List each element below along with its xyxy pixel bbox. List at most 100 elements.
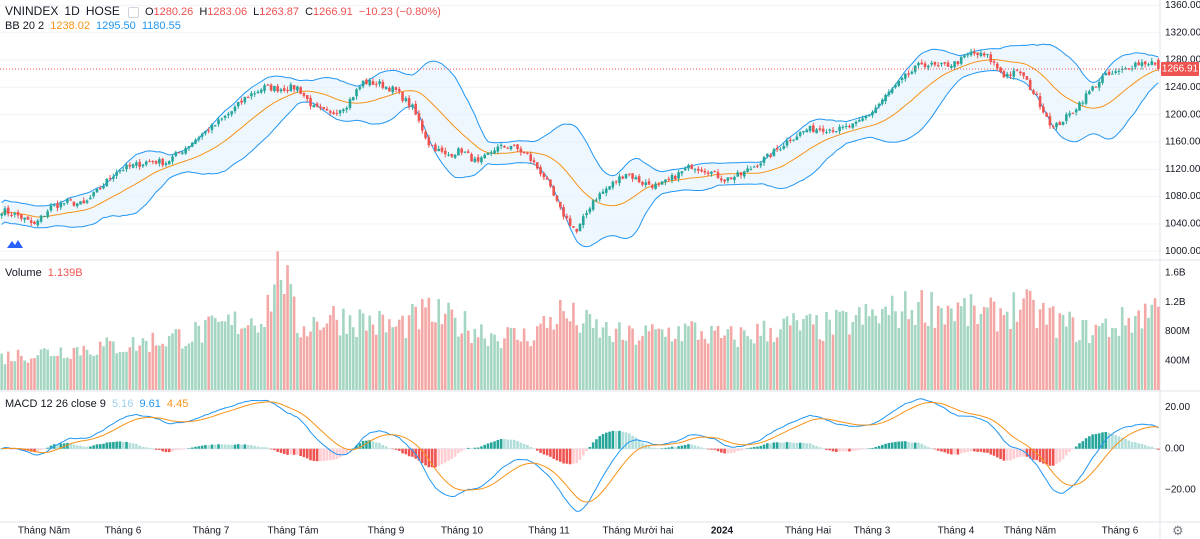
macd-histogram-bar (1114, 435, 1117, 449)
macd-histogram-bar (739, 448, 743, 451)
candle-body (1045, 113, 1048, 117)
time-tick-label: Tháng 11 (528, 526, 570, 537)
candle-body (26, 216, 30, 220)
volume-bar (844, 311, 848, 390)
candle-body (125, 164, 128, 170)
candle-body (319, 106, 322, 108)
bb-legend[interactable]: BB 20 2 1238.02 1295.50 1180.55 (5, 19, 184, 33)
candle-body (766, 153, 769, 157)
candle-body (710, 171, 713, 174)
macd-tick-label: −20.00 (1165, 485, 1196, 496)
macd-histogram-bar (72, 444, 76, 449)
candle-body (312, 104, 316, 108)
candle-body (927, 65, 930, 68)
volume-bar (927, 325, 930, 390)
candle-body (388, 87, 391, 92)
candle-body (555, 195, 559, 201)
volume-bar (992, 301, 996, 390)
symbol-name[interactable]: VNINDEX (5, 4, 59, 18)
candle-body (374, 83, 378, 85)
macd-histogram-bar (115, 441, 118, 449)
candle-body (59, 202, 63, 208)
volume-bar (6, 351, 10, 390)
candle-body (614, 181, 618, 183)
low-label: L (253, 6, 260, 18)
volume-bar (69, 358, 72, 390)
volume-tick-label: 1.6B (1165, 268, 1186, 279)
volume-bar (1012, 292, 1016, 390)
candle-body (204, 131, 207, 134)
bollinger-band (1, 43, 1159, 248)
candle-body (223, 115, 227, 118)
macd-histogram-bar (1042, 448, 1045, 464)
candle-body (1055, 122, 1058, 128)
macd-signal-line (1, 401, 1159, 503)
candle-body (13, 213, 17, 215)
macd-legend[interactable]: MACD 12 26 close 9 5.16 9.61 4.45 (5, 397, 191, 411)
volume-bar (726, 329, 730, 390)
volume-bar (75, 347, 79, 390)
macd-histogram-bar (841, 448, 845, 452)
macd-histogram-bar (358, 443, 362, 449)
volume-bar (687, 326, 690, 390)
volume-bar (197, 325, 201, 390)
tradingview-logo-icon[interactable] (6, 236, 24, 248)
macd-histogram-bar (315, 448, 319, 462)
settings-gear-icon[interactable]: ⚙ (1172, 523, 1184, 538)
macd-histogram-bar (1074, 446, 1078, 449)
candle-body (417, 113, 421, 121)
candle-body (756, 165, 759, 167)
volume-bar (66, 357, 69, 390)
volume-bar (864, 303, 868, 390)
volume-bar (194, 322, 197, 390)
macd-histogram-bar (95, 444, 99, 449)
candle-body (1015, 69, 1019, 71)
volume-bar (887, 315, 891, 390)
macd-histogram-bar (401, 448, 404, 454)
candle-body (184, 148, 187, 154)
volume-bar (644, 325, 648, 390)
volume-bar (246, 325, 250, 390)
candle-body (700, 169, 703, 172)
price-tick-label: 1000.00 (1165, 246, 1200, 257)
volume-bar (716, 326, 720, 390)
macd-histogram-bar (118, 441, 122, 449)
candle-body (963, 55, 966, 58)
volume-bar (1081, 320, 1085, 390)
volume-bar (102, 346, 105, 390)
candle-body (3, 208, 7, 215)
interval-label[interactable]: 1D (64, 4, 80, 18)
candle-body (243, 97, 247, 103)
macd-histogram-bar (56, 444, 59, 449)
macd-histogram-bar (338, 448, 342, 458)
volume-bar (539, 323, 542, 390)
volume-bar (986, 307, 989, 390)
macd-histogram-bar (1130, 441, 1134, 449)
volume-bar (808, 313, 812, 390)
volume-bar (713, 330, 717, 390)
candle-body (808, 126, 812, 132)
candle-body (828, 129, 832, 131)
macd-histogram-bar (374, 442, 378, 449)
volume-bar (578, 332, 582, 390)
candle-body (660, 181, 664, 185)
volume-bar (171, 333, 174, 390)
price-tag-label: 1266.91 (1162, 64, 1199, 75)
candle-body (867, 114, 871, 117)
macd-histogram-bar (174, 448, 178, 451)
volume-bar (1150, 304, 1154, 390)
macd-histogram-bar (33, 448, 36, 453)
macd-histogram-bar (798, 442, 802, 449)
macd-histogram-bar (210, 444, 214, 449)
candle-body (355, 89, 358, 97)
candle-body (207, 130, 210, 132)
macd-histogram-bar (933, 448, 937, 450)
volume-bar (381, 314, 385, 390)
candle-body (161, 158, 164, 166)
volume-bar (23, 360, 26, 390)
volume-legend[interactable]: Volume 1.139B (5, 266, 86, 280)
volume-bar (269, 311, 273, 390)
macd-histogram-bar (489, 442, 493, 449)
volume-bar (1068, 311, 1071, 390)
